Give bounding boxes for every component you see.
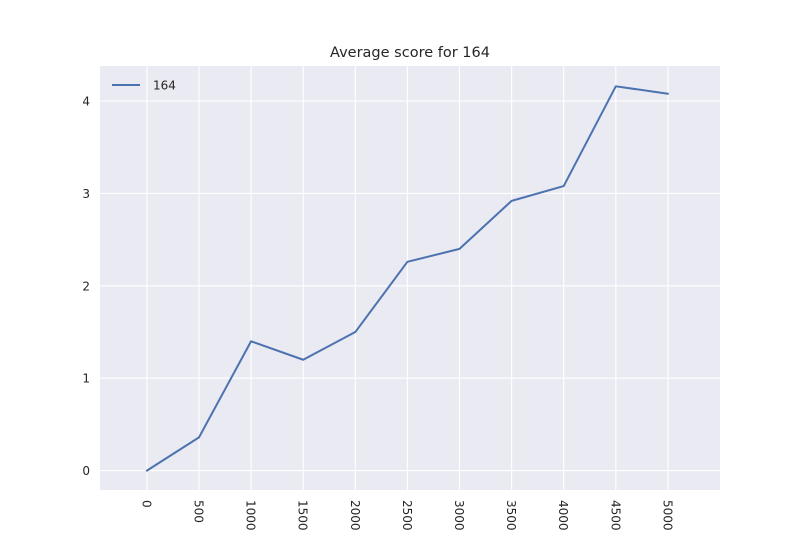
series-line-164 — [145, 85, 669, 472]
x-tick-label: 1500 — [296, 500, 310, 531]
x-tick-label: 1000 — [244, 500, 258, 531]
grid — [100, 66, 720, 490]
chart-title: Average score for 164 — [330, 45, 490, 61]
y-tick-label: 3 — [82, 187, 90, 201]
series-layer — [145, 85, 669, 472]
x-tick-label: 2500 — [400, 500, 414, 531]
x-tick-label: 3500 — [504, 500, 518, 531]
x-tick-label: 4000 — [556, 500, 570, 531]
y-tick-label: 2 — [82, 279, 90, 293]
x-tick-label: 4500 — [608, 500, 622, 531]
y-axis-ticks: 0 1 2 3 4 — [82, 95, 90, 478]
x-tick-label: 5000 — [660, 500, 674, 531]
x-tick-label: 0 — [139, 500, 153, 508]
x-tick-label: 500 — [191, 500, 205, 523]
x-tick-label: 3000 — [452, 500, 466, 531]
y-tick-label: 0 — [82, 464, 90, 478]
x-tick-label: 2000 — [348, 500, 362, 531]
x-axis-ticks: 0 500 1000 1500 2000 2500 3000 3500 4000 4500 5000 — [139, 500, 674, 531]
legend: 164 — [112, 79, 176, 93]
legend-label-164: 164 — [153, 79, 176, 93]
plot-area — [100, 66, 720, 490]
y-tick-label: 4 — [82, 95, 90, 109]
y-tick-label: 1 — [82, 372, 90, 386]
